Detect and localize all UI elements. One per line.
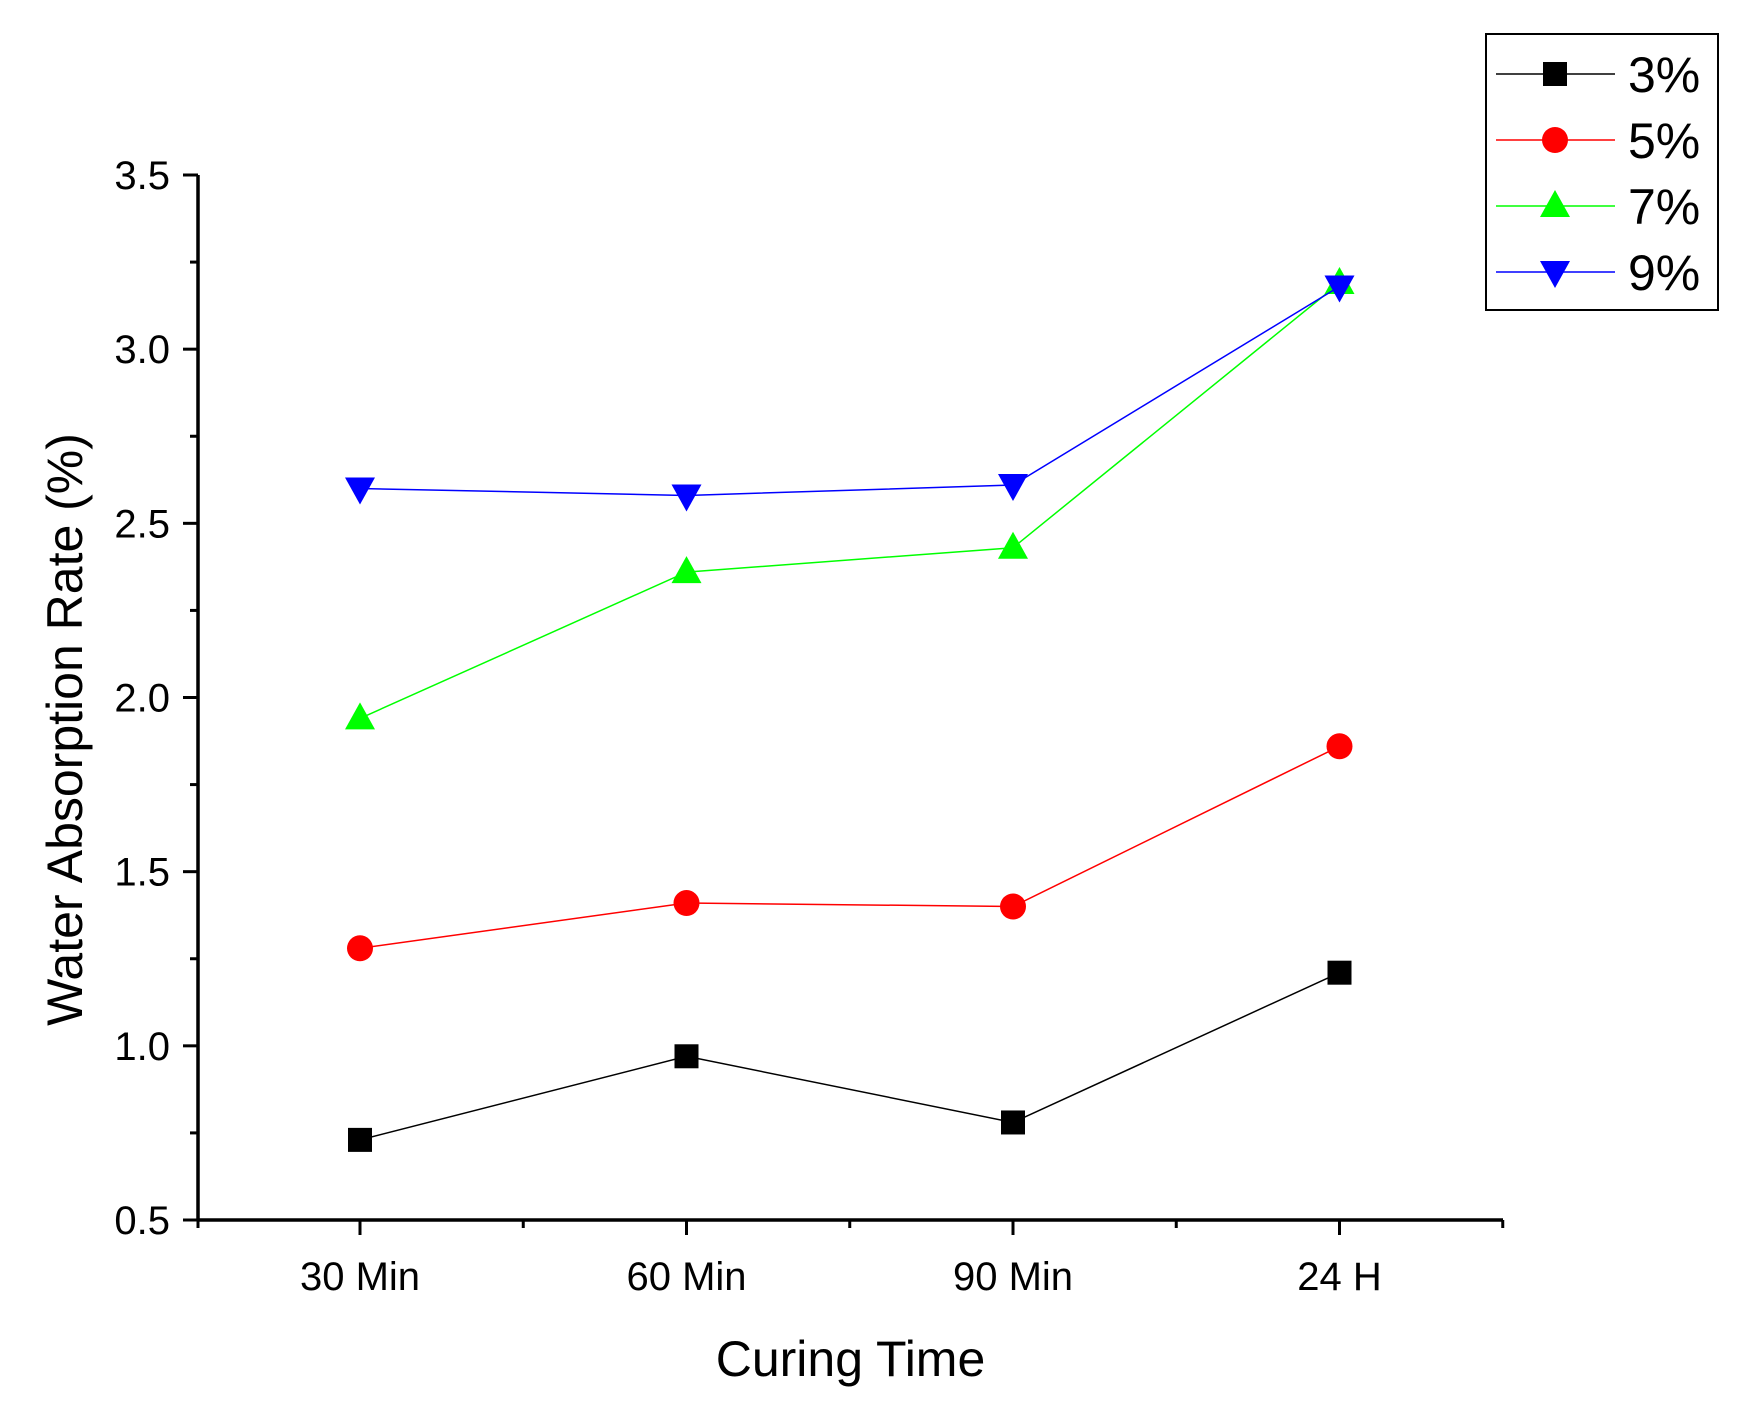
- series-1: [347, 733, 1353, 962]
- x-tick-label: 90 Min: [953, 1255, 1073, 1299]
- x-axis-title: Curing Time: [716, 1331, 986, 1387]
- x-tick-label: 30 Min: [300, 1255, 420, 1299]
- legend-marker: [1540, 190, 1570, 217]
- legend-item: 7%: [1496, 179, 1700, 235]
- legend-item: 5%: [1496, 113, 1700, 169]
- series-line: [359, 285, 1340, 497]
- data-point: [348, 1127, 372, 1152]
- data-point: [671, 484, 702, 512]
- data-point: [345, 477, 375, 505]
- y-tick-label: 2.0: [114, 677, 170, 721]
- legend-marker: [1543, 62, 1567, 86]
- data-point: [345, 702, 375, 730]
- axes: 0.5 1.0 1.5 2.0 2.5 3.0 3.5 30 Min 60 Min 90 Min 2…: [37, 154, 1505, 1387]
- data-point: [1001, 1110, 1025, 1135]
- series-layer: [345, 266, 1355, 1152]
- legend-marker: [1540, 261, 1570, 288]
- legend-item: 9%: [1496, 245, 1700, 301]
- y-axis-title: Water Absorption Rate (%): [37, 433, 93, 1026]
- legend-marker: [1542, 127, 1568, 153]
- y-tick-label: 1.0: [114, 1025, 170, 1069]
- data-point: [671, 556, 702, 584]
- y-tick-label: 1.5: [114, 851, 170, 895]
- data-point: [1327, 960, 1352, 985]
- y-tick-label: 3.0: [114, 328, 170, 372]
- data-point: [674, 1044, 699, 1069]
- y-tick-label: 2.5: [114, 502, 170, 546]
- legend-label: 3%: [1628, 47, 1700, 103]
- data-point: [673, 890, 700, 917]
- data-point: [1324, 275, 1355, 303]
- series-2: [345, 266, 1355, 730]
- series-line: [359, 282, 1340, 720]
- legend-item: 3%: [1496, 47, 1700, 103]
- x-tick-label: 60 Min: [626, 1255, 746, 1299]
- legend-label: 9%: [1628, 245, 1700, 301]
- x-tick-label: 24 H: [1297, 1255, 1382, 1299]
- legend-label: 7%: [1628, 179, 1700, 235]
- legend-label: 5%: [1628, 113, 1700, 169]
- series-0: [348, 960, 1352, 1152]
- data-point: [1000, 893, 1026, 920]
- y-tick-label: 3.5: [114, 154, 170, 198]
- legend: 3% 5% 7% 9%: [1485, 33, 1719, 311]
- y-tick-label: 0.5: [114, 1199, 170, 1243]
- series-line: [359, 972, 1340, 1141]
- data-point: [998, 474, 1028, 502]
- legend-box: [1485, 33, 1719, 311]
- series-line: [359, 745, 1340, 950]
- data-point: [998, 531, 1028, 559]
- data-point: [1326, 733, 1353, 760]
- series-3: [345, 275, 1355, 512]
- data-point: [347, 935, 373, 962]
